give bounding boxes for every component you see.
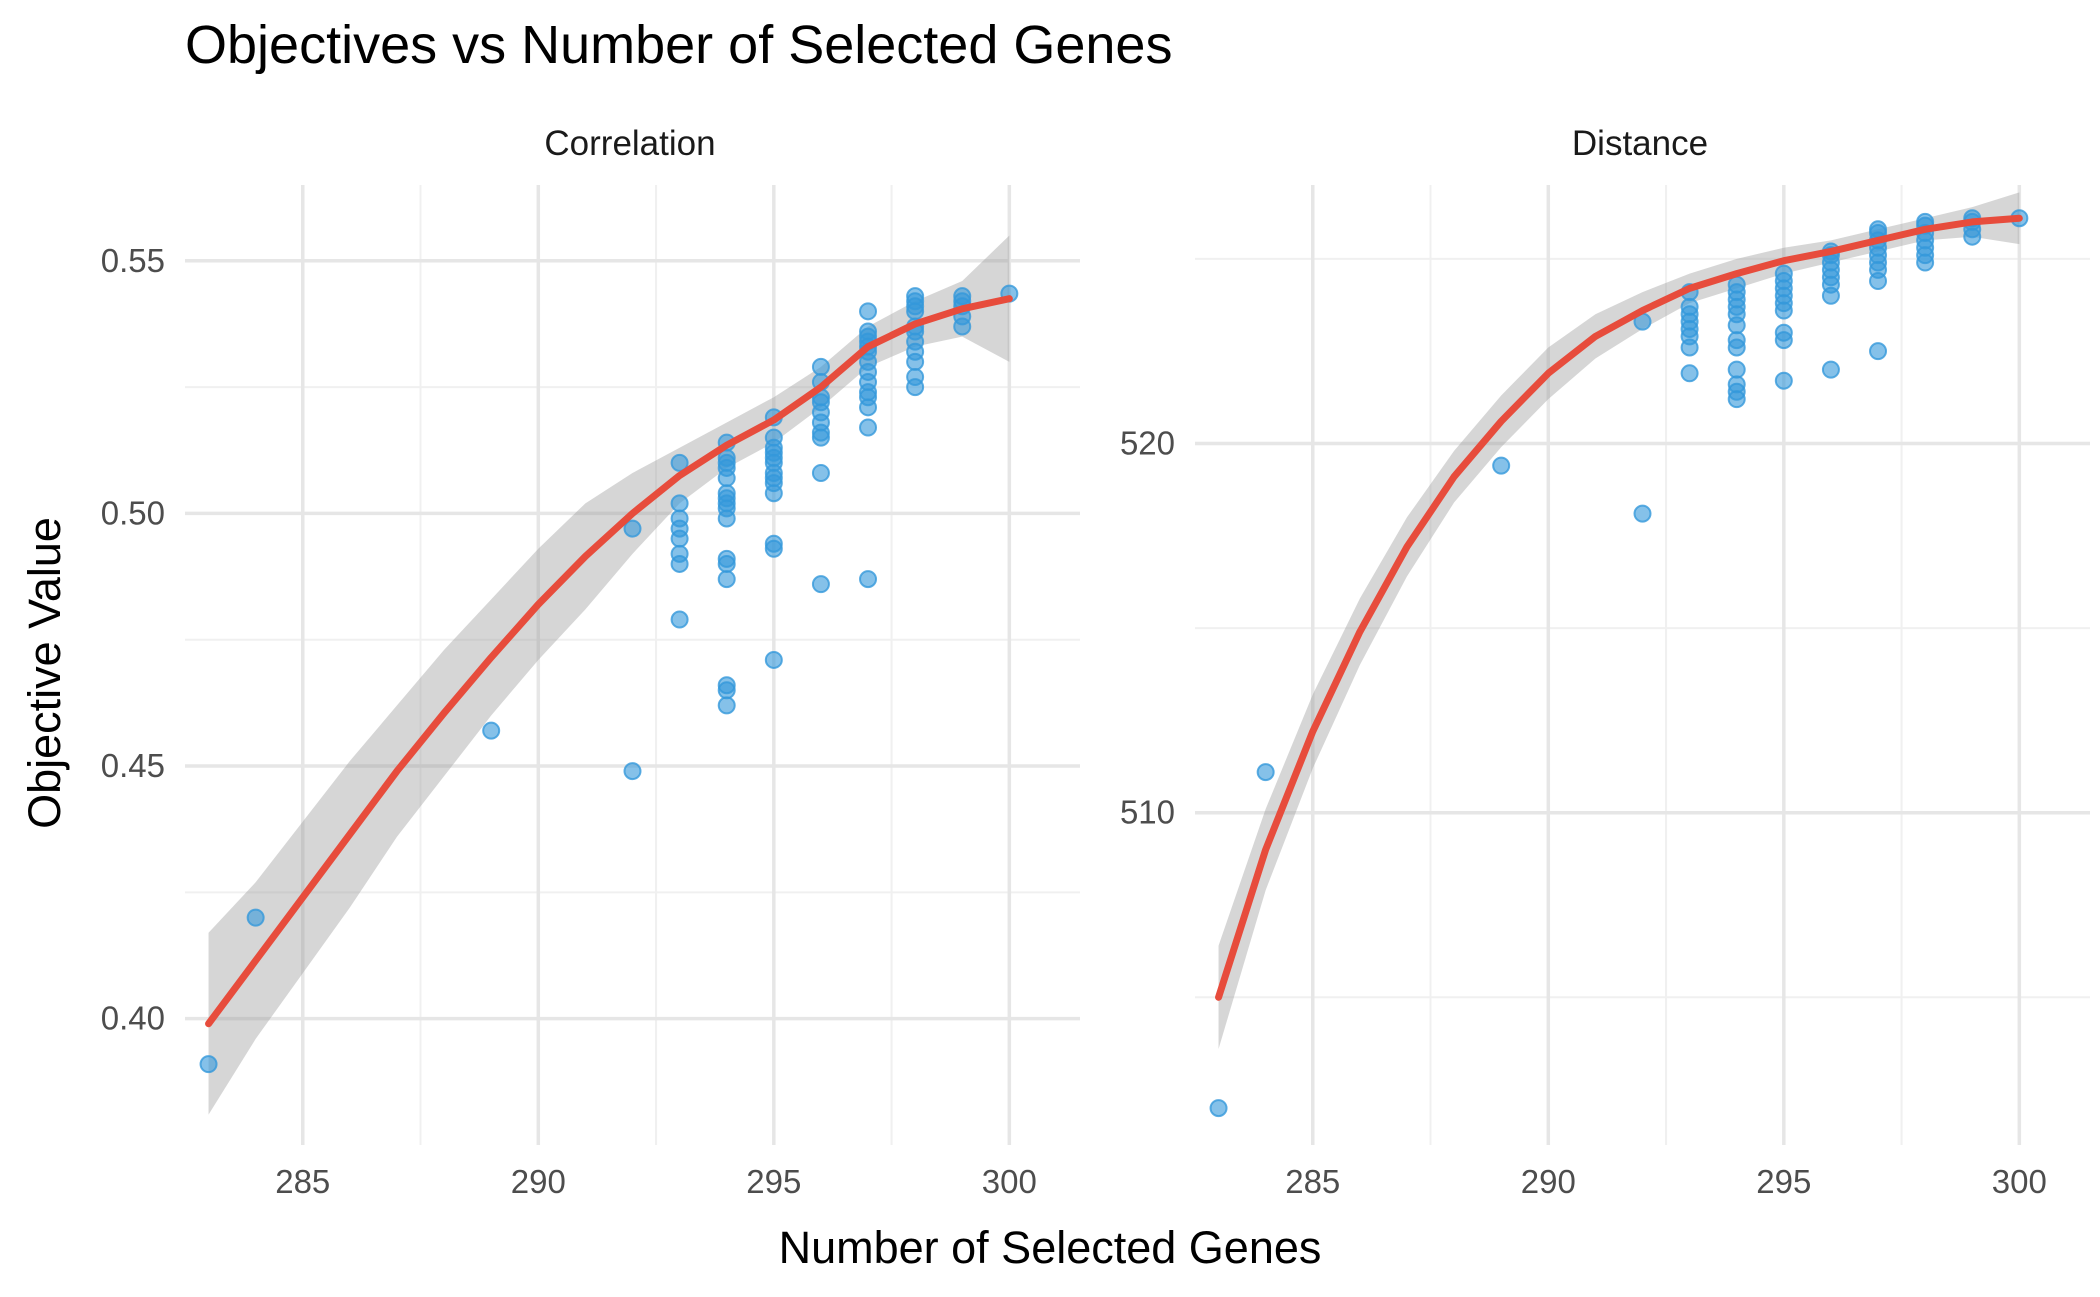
data-point-correlation bbox=[670, 610, 689, 629]
chart-title: Objectives vs Number of Selected Genes bbox=[185, 15, 1173, 75]
data-point-distance bbox=[1727, 360, 1746, 379]
data-point-correlation bbox=[906, 287, 925, 306]
data-point-distance bbox=[1633, 504, 1652, 523]
data-point-correlation bbox=[859, 418, 878, 437]
data-point-correlation bbox=[811, 357, 830, 376]
data-point-distance bbox=[1774, 264, 1793, 283]
y-tick-label-distance: 510 bbox=[1120, 794, 1175, 831]
data-point-distance bbox=[1727, 375, 1746, 394]
data-point-correlation bbox=[764, 428, 783, 447]
data-point-correlation bbox=[717, 676, 736, 695]
x-tick-label-distance: 295 bbox=[1756, 1163, 1811, 1200]
data-point-distance bbox=[1680, 364, 1699, 383]
data-point-correlation bbox=[670, 544, 689, 563]
data-point-correlation bbox=[199, 1055, 218, 1074]
y-tick-label-correlation: 0.55 bbox=[101, 242, 165, 279]
data-point-correlation bbox=[717, 484, 736, 503]
x-tick-label-correlation: 300 bbox=[982, 1163, 1037, 1200]
data-point-correlation bbox=[246, 908, 265, 927]
data-point-correlation bbox=[623, 762, 642, 781]
data-point-distance bbox=[1209, 1099, 1228, 1118]
data-point-distance bbox=[1727, 331, 1746, 350]
smooth-line-correlation bbox=[205, 295, 1013, 1028]
data-point-correlation bbox=[811, 464, 830, 482]
panel-strip-distance: Distance bbox=[1571, 124, 1709, 163]
x-tick-label-distance: 285 bbox=[1285, 1163, 1340, 1200]
x-tick-label-distance: 290 bbox=[1521, 1163, 1576, 1200]
data-point-distance bbox=[1774, 371, 1793, 390]
data-point-correlation bbox=[859, 570, 878, 589]
x-tick-label-correlation: 290 bbox=[511, 1163, 566, 1200]
data-point-correlation bbox=[717, 549, 736, 568]
data-point-correlation bbox=[859, 322, 878, 341]
panel-strip-correlation: Correlation bbox=[544, 124, 716, 163]
y-tick-label-correlation: 0.40 bbox=[101, 1000, 165, 1037]
y-tick-label-correlation: 0.50 bbox=[101, 494, 165, 531]
data-point-distance bbox=[1492, 456, 1511, 475]
data-point-correlation bbox=[859, 302, 878, 321]
data-point-correlation bbox=[482, 721, 501, 740]
data-point-correlation bbox=[906, 368, 925, 386]
y-tick-label-distance: 520 bbox=[1120, 424, 1175, 461]
data-point-distance bbox=[1869, 220, 1888, 239]
data-point-correlation bbox=[670, 453, 689, 472]
data-point-correlation bbox=[811, 575, 830, 594]
confidence-ribbon-correlation bbox=[208, 235, 1010, 1115]
data-point-distance bbox=[1869, 342, 1888, 361]
data-point-correlation bbox=[670, 494, 689, 513]
data-point-distance bbox=[1774, 323, 1793, 342]
data-point-correlation bbox=[717, 696, 736, 715]
data-point-correlation bbox=[764, 534, 783, 553]
y-tick-label-correlation: 0.45 bbox=[101, 747, 165, 784]
confidence-ribbon-distance bbox=[1218, 192, 2020, 1049]
data-point-distance bbox=[1821, 360, 1840, 379]
data-point-distance bbox=[1680, 297, 1699, 316]
x-tick-label-correlation: 295 bbox=[746, 1163, 801, 1200]
x-axis-title: Number of Selected Genes bbox=[778, 1222, 1322, 1273]
data-point-correlation bbox=[670, 509, 689, 528]
data-point-correlation bbox=[717, 570, 736, 589]
data-point-distance bbox=[1727, 275, 1746, 294]
data-point-correlation bbox=[623, 519, 642, 538]
data-point-correlation bbox=[764, 650, 783, 669]
data-point-distance bbox=[1256, 763, 1275, 782]
smooth-line-distance bbox=[1215, 214, 2023, 1001]
x-tick-label-distance: 300 bbox=[1992, 1163, 2047, 1200]
x-tick-label-correlation: 285 bbox=[275, 1163, 330, 1200]
data-point-correlation bbox=[953, 287, 972, 306]
